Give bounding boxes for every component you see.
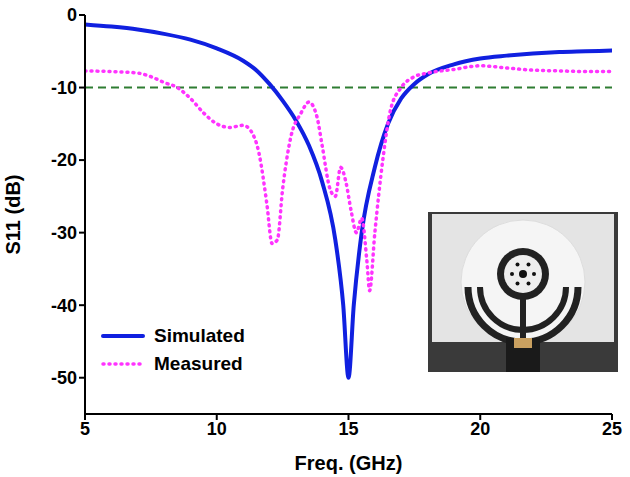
svg-text:-20: -20 — [51, 150, 77, 170]
svg-text:-40: -40 — [51, 296, 77, 316]
svg-text:-30: -30 — [51, 223, 77, 243]
svg-text:20: 20 — [470, 419, 490, 439]
svg-text:Freq. (GHz): Freq. (GHz) — [295, 452, 403, 474]
html-text:Simulated: Simulated — [154, 325, 245, 346]
svg-text:-10: -10 — [51, 78, 77, 98]
svg-text:25: 25 — [602, 419, 622, 439]
svg-text:-50: -50 — [51, 368, 77, 388]
svg-text:15: 15 — [338, 419, 358, 439]
svg-text:S11 (dB): S11 (dB) — [2, 174, 24, 254]
svg-text:5: 5 — [80, 419, 90, 439]
svg-text:0: 0 — [67, 5, 77, 25]
svg-text:10: 10 — [207, 419, 227, 439]
html-text:Measured: Measured — [154, 353, 243, 374]
